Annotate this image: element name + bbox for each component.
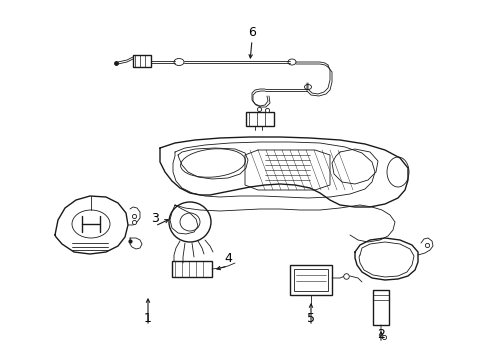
Text: 6: 6 [247, 26, 255, 39]
Ellipse shape [304, 85, 311, 90]
FancyBboxPatch shape [289, 265, 331, 295]
Text: 4: 4 [224, 252, 231, 265]
Text: 1: 1 [144, 311, 152, 324]
Text: 2: 2 [376, 328, 384, 342]
Ellipse shape [386, 157, 408, 187]
FancyBboxPatch shape [133, 55, 151, 67]
Text: 5: 5 [306, 311, 314, 324]
Ellipse shape [174, 58, 183, 66]
Ellipse shape [180, 149, 245, 177]
Text: 3: 3 [151, 212, 159, 225]
Ellipse shape [169, 202, 210, 242]
Ellipse shape [72, 210, 110, 238]
FancyBboxPatch shape [372, 290, 388, 325]
Ellipse shape [287, 59, 295, 65]
FancyBboxPatch shape [293, 269, 327, 291]
Ellipse shape [180, 213, 200, 231]
FancyBboxPatch shape [172, 261, 212, 277]
FancyBboxPatch shape [245, 112, 273, 126]
